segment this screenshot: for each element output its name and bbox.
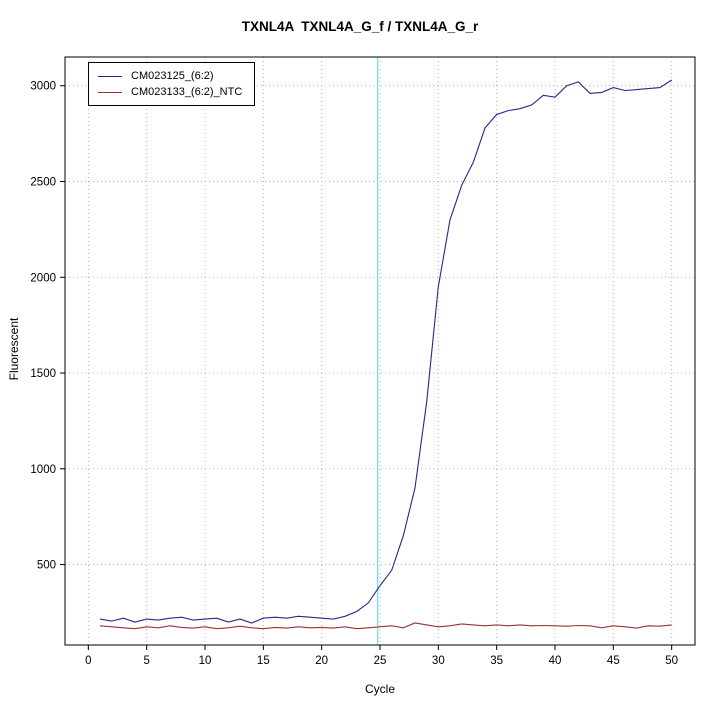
legend-line-ntc-icon: [98, 91, 122, 93]
legend-item-ntc: CM023133_(6:2)_NTC: [98, 84, 242, 100]
x-tick-label: 10: [199, 655, 212, 667]
x-tick-label: 5: [143, 655, 149, 667]
x-tick-label: 25: [374, 655, 387, 667]
legend: CM023125_(6:2) CM023133_(6:2)_NTC: [88, 62, 256, 106]
x-axis-title: Cycle: [364, 682, 395, 696]
series-line-0: [99, 79, 672, 624]
x-tick-label: 50: [665, 655, 678, 667]
y-tick-label: 1500: [30, 368, 56, 380]
y-tick-label: 3000: [30, 81, 56, 93]
x-tick-label: 30: [432, 655, 445, 667]
y-tick-label: 1000: [30, 464, 56, 476]
x-tick-label: 0: [85, 655, 91, 667]
y-tick-label: 2000: [30, 272, 56, 284]
x-tick-label: 40: [549, 655, 562, 667]
y-tick-label: 2500: [30, 176, 56, 188]
series-line-1: [99, 622, 672, 630]
x-tick-label: 35: [490, 655, 503, 667]
legend-line-sample-icon: [98, 75, 122, 77]
x-tick-label: 15: [257, 655, 270, 667]
x-tick-label: 20: [315, 655, 328, 667]
legend-item-sample: CM023125_(6:2): [98, 68, 242, 84]
chart-title: TXNL4A TXNL4A_G_f / TXNL4A_G_r: [241, 19, 479, 34]
legend-label-ntc: CM023133_(6:2)_NTC: [131, 86, 243, 98]
legend-label-sample: CM023125_(6:2): [131, 70, 214, 82]
x-tick-label: 45: [607, 655, 620, 667]
y-tick-label: 500: [37, 560, 56, 572]
